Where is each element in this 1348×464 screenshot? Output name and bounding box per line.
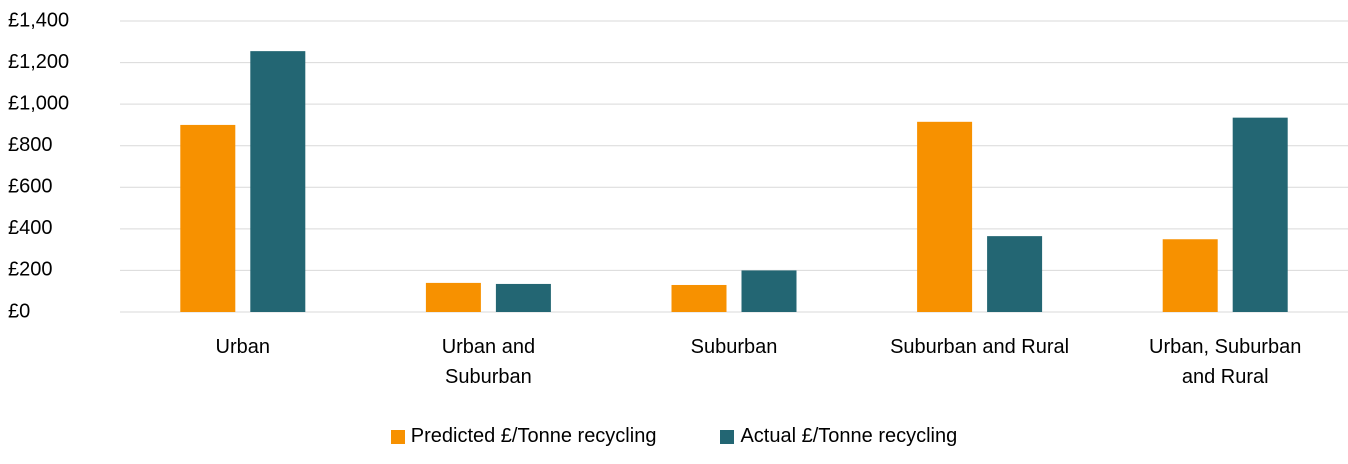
y-tick-label: £0 [8, 300, 30, 322]
bar [250, 51, 306, 313]
bar [671, 284, 727, 312]
legend: Predicted £/Tonne recycling Actual £/Tonn… [0, 425, 1348, 448]
bar [1162, 239, 1218, 312]
bar [987, 236, 1043, 312]
x-tick-label: Suburban and Rural [890, 336, 1070, 358]
x-tick-label: Urban and Suburban [441, 336, 536, 388]
legend-item: Actual £/Tonne recycling [720, 425, 957, 448]
legend-swatch [390, 429, 405, 444]
y-tick-label: £800 [8, 134, 53, 156]
x-tick-label: Urban, Suburban and Rural [1149, 336, 1302, 388]
y-tick-label: £200 [8, 259, 53, 281]
legend-swatch [720, 429, 735, 444]
legend-label: Predicted £/Tonne recycling [410, 425, 657, 447]
plot: £0 £200 £400 £600 £800 £1,000 £1,200 £1,400 [8, 9, 1348, 322]
legend-label: Actual £/Tonne recycling [740, 425, 958, 447]
bar [741, 270, 797, 312]
bar [425, 282, 481, 312]
bar [1232, 117, 1288, 313]
y-tick-label: £1,200 [8, 51, 69, 73]
bar [495, 283, 551, 312]
bar [180, 124, 236, 312]
y-tick-label: £400 [8, 217, 53, 239]
bar [917, 121, 973, 312]
x-tick-label: Suburban [690, 336, 778, 358]
y-tick-label: £1,000 [8, 92, 69, 114]
y-tick-label: £1,400 [8, 9, 69, 31]
legend-item: Predicted £/Tonne recycling [390, 425, 657, 448]
x-tick-label: Urban [215, 336, 271, 358]
y-tick-label: £600 [8, 176, 53, 198]
